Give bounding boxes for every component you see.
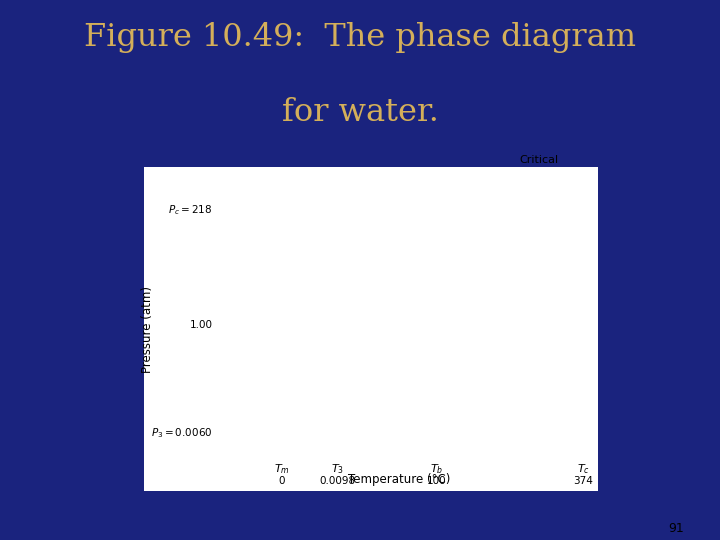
Text: Pressure (atm): Pressure (atm) [141,286,154,373]
Text: 0: 0 [279,476,285,487]
Polygon shape [216,189,337,448]
Text: 374: 374 [573,476,593,487]
Text: $T_b$: $T_b$ [430,462,443,476]
Text: 91: 91 [668,522,684,535]
Polygon shape [216,189,583,448]
Text: Triple
point: Triple point [341,436,418,486]
Text: $T_c$: $T_c$ [577,462,590,476]
Text: 1.00: 1.00 [189,320,212,330]
Text: 100: 100 [426,476,446,487]
Text: $P_3 = 0.0060$: $P_3 = 0.0060$ [151,427,212,441]
Text: Temperature (°C): Temperature (°C) [348,473,451,486]
Text: $P_c = 218$: $P_c = 218$ [168,204,212,218]
Text: Solid: Solid [263,281,294,294]
Text: Liquid: Liquid [462,255,500,268]
Text: for water.: for water. [282,97,438,128]
Text: Critical
point: Critical point [520,155,580,208]
Text: Gas: Gas [505,377,529,390]
Text: $T_3$: $T_3$ [330,462,343,476]
Text: $T_m$: $T_m$ [274,462,290,476]
Text: Figure 10.49:  The phase diagram: Figure 10.49: The phase diagram [84,22,636,52]
Polygon shape [315,189,583,434]
Text: 0.0098: 0.0098 [319,476,355,487]
